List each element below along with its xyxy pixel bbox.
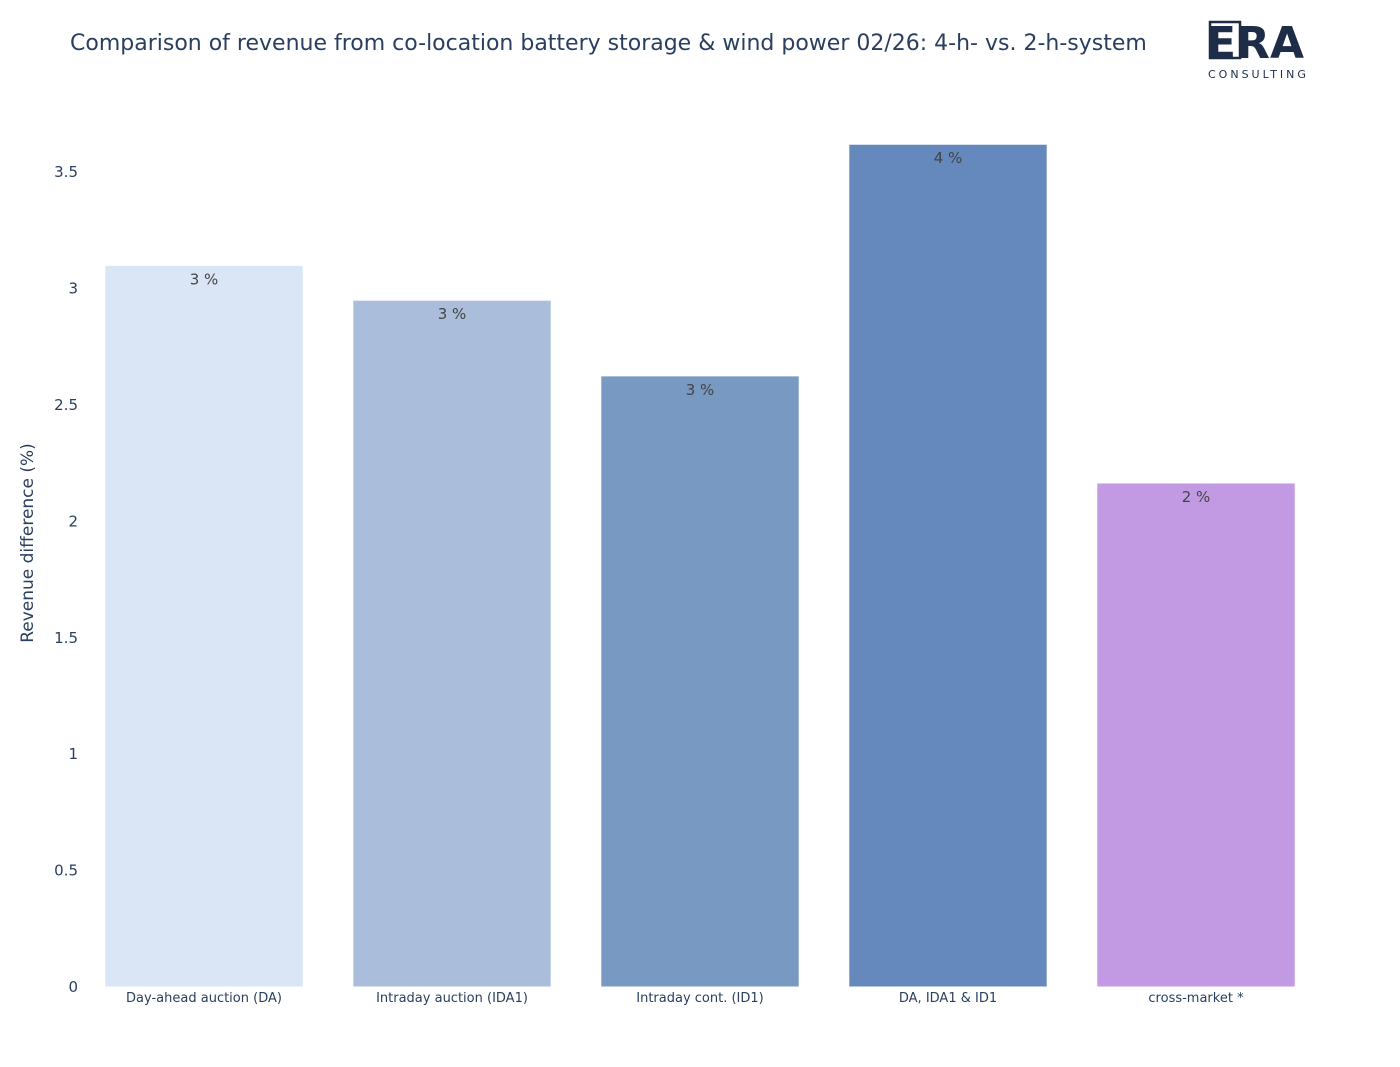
x-tick-label: DA, IDA1 & ID1	[899, 991, 997, 1006]
y-tick-label: 3	[68, 280, 78, 298]
bar	[1096, 482, 1296, 988]
y-tick-label: 1.5	[54, 629, 78, 647]
bar-data-label: 2 %	[1182, 488, 1211, 506]
y-tick-label: 1	[68, 745, 78, 763]
bar-data-label: 3 %	[438, 305, 467, 323]
y-tick-label: 2	[68, 512, 78, 530]
bar	[600, 375, 800, 988]
y-tick-label: 2.5	[54, 396, 78, 414]
era-consulting-logo: ERA CONSULTING	[1206, 18, 1309, 81]
bar	[104, 264, 304, 988]
bar-data-label: 3 %	[686, 381, 715, 399]
logo-name: ERA	[1206, 18, 1304, 69]
y-axis-ticks: 0 0.5 1 1.5 2 2.5 3 3.5	[54, 163, 78, 996]
y-tick-label: 0.5	[54, 862, 78, 880]
bar-data-label: 3 %	[190, 270, 219, 288]
x-tick-label: Day-ahead auction (DA)	[126, 991, 282, 1006]
bar	[848, 143, 1048, 988]
x-axis-ticks: Day-ahead auction (DA) Intraday auction (…	[126, 991, 1244, 1006]
y-tick-label: 0	[68, 978, 78, 996]
chart-title: Comparison of revenue from co-location b…	[70, 31, 1147, 56]
bars	[104, 143, 1296, 988]
y-axis-title: Revenue difference (%)	[18, 443, 38, 643]
logo-tagline: CONSULTING	[1208, 68, 1309, 81]
bar-data-label: 4 %	[934, 149, 963, 167]
bar-data-labels: 3 % 3 % 3 % 4 % 2 %	[190, 149, 1211, 506]
bar	[352, 299, 552, 988]
x-tick-label: Intraday auction (IDA1)	[376, 991, 528, 1006]
y-tick-label: 3.5	[54, 163, 78, 181]
x-tick-label: Intraday cont. (ID1)	[636, 991, 764, 1006]
x-tick-label: cross-market *	[1148, 991, 1244, 1006]
logo-frame-icon	[1208, 20, 1242, 60]
